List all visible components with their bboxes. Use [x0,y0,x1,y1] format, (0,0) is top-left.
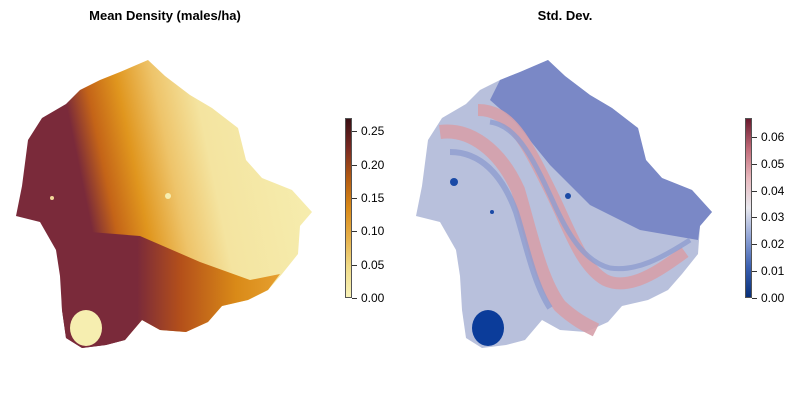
colorbar-tick-label: 0.10 [361,224,385,238]
colorbar-tick [752,164,757,165]
colorbar-tick [352,165,357,166]
low-density-patch [70,310,102,346]
mean-density-map [16,60,312,348]
colorbar-tick-label: 0.04 [761,184,785,198]
low-sd-patch [472,310,504,346]
std-dev-title: Std. Dev. [537,8,593,23]
colorbar-tick [352,298,357,299]
colorbar-tick [352,198,357,199]
std-dev-panel: Std. Dev. 0.06 0.05 0.04 0.03 0.02 0.01 0.00 [400,0,800,400]
high-sd-band-outer [439,124,600,337]
colorbar-tick-label: 0.05 [361,258,385,272]
std-dev-map [416,60,712,348]
mean-density-colorbar [345,118,352,298]
colorbar-tick [352,265,357,266]
colorbar-tick-label: 0.03 [761,210,785,224]
colorbar-tick-label: 0.01 [761,264,785,278]
colorbar-tick [752,137,757,138]
colorbar-tick [752,244,757,245]
colorbar-tick [752,217,757,218]
colorbar-tick-label: 0.00 [361,291,385,305]
mean-density-title: Mean Density (males/ha) [89,8,241,23]
std-dev-colorbar [745,118,752,298]
mean-density-panel: Mean Density (males/ha) [16,8,385,348]
colorbar-tick [752,191,757,192]
colorbar-tick-label: 0.25 [361,124,385,138]
colorbar-tick-label: 0.02 [761,237,785,251]
colorbar-tick-label: 0.00 [761,291,785,305]
colorbar-tick [752,298,757,299]
colorbar-tick [752,271,757,272]
colorbar-tick [352,131,357,132]
colorbar-tick [352,231,357,232]
colorbar-tick-label: 0.15 [361,191,385,205]
colorbar-tick-label: 0.20 [361,158,385,172]
colorbar-tick-label: 0.06 [761,130,785,144]
colorbar-tick-label: 0.05 [761,157,785,171]
